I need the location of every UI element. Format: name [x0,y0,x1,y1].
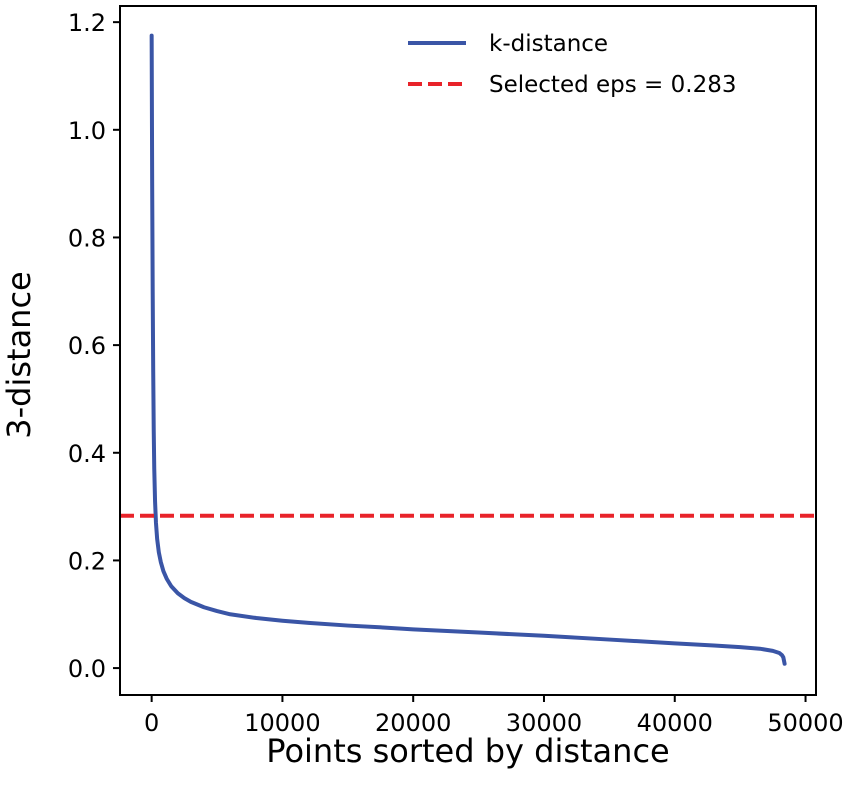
legend-label-eps: Selected eps = 0.283 [489,72,737,98]
legend: k-distance Selected eps = 0.283 [408,31,737,98]
y-axis-label: 3-distance [0,271,38,439]
x-tick-label: 20000 [375,709,451,737]
y-tick-label: 0.0 [68,655,106,683]
y-tick-label: 0.6 [68,332,106,360]
series-line-k-distance [149,33,787,666]
y-tick-label: 1.2 [68,9,106,37]
x-tick-label: 40000 [637,709,713,737]
plot-frame [119,5,817,696]
y-axis-ticks: 0.0 0.2 0.4 0.6 0.8 1.0 1.2 [68,9,120,683]
x-axis-ticks: 0 10000 20000 30000 40000 50000 [144,695,844,737]
y-tick-label: 1.0 [68,117,106,145]
x-axis-label: Points sorted by distance [266,732,669,770]
y-tick-label: 0.4 [68,440,106,468]
y-tick-label: 0.2 [68,547,106,575]
x-tick-label: 0 [144,709,159,737]
x-tick-label: 10000 [244,709,320,737]
x-tick-label: 30000 [506,709,582,737]
y-tick-label: 0.8 [68,224,106,252]
x-tick-label: 50000 [767,709,843,737]
plot-layer [120,33,816,666]
legend-label-k-distance: k-distance [489,31,608,57]
